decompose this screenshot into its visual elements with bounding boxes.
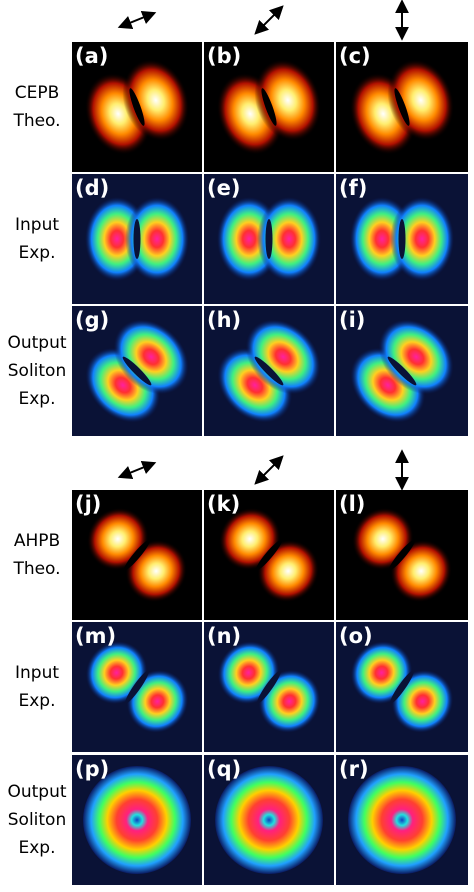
beam-lobe — [390, 197, 454, 281]
row-label: Soliton — [8, 361, 66, 381]
panel-letter: (o) — [339, 624, 373, 648]
beam-node — [261, 88, 277, 126]
beam-lobe — [113, 319, 189, 395]
beam-donut — [83, 766, 191, 874]
beam-panel: (a) — [72, 42, 202, 172]
beam-lobe — [258, 669, 321, 733]
beam-lobe — [125, 197, 189, 281]
panel-letter: (i) — [339, 308, 365, 332]
panel-letter: (k) — [207, 492, 240, 516]
panel-letter: (q) — [207, 757, 241, 781]
beam-panel: (q) — [204, 755, 334, 885]
row-label: Exp. — [19, 838, 56, 858]
beam-donut — [215, 766, 323, 874]
beam-panel: (e) — [204, 174, 334, 304]
beam-lobe — [378, 319, 454, 395]
beam-panel: (n) — [204, 622, 334, 752]
panel-letter: (e) — [207, 176, 240, 200]
beam-node — [394, 88, 410, 126]
row-label: Input — [15, 215, 59, 235]
beam-node — [388, 539, 416, 571]
panel-letter: (f) — [339, 176, 367, 200]
beam-lobe — [126, 669, 189, 733]
row-label: Output — [7, 333, 66, 353]
polarization-arrow — [117, 460, 157, 480]
beam-node — [265, 219, 273, 259]
panel-letter: (p) — [75, 757, 109, 781]
beam-lobe — [254, 59, 322, 142]
beam-lobe — [257, 197, 321, 281]
row-label: Exp. — [19, 389, 56, 409]
beam-panel: (i) — [336, 306, 468, 436]
beam-panel: (l) — [336, 490, 468, 620]
beam-panel: (f) — [336, 174, 468, 304]
beam-node — [390, 670, 414, 704]
row-label: Exp. — [19, 243, 56, 263]
beam-node — [123, 539, 151, 571]
beam-panel: (r) — [336, 755, 468, 885]
panel-letter: (l) — [339, 492, 365, 516]
panel-letter: (h) — [207, 308, 241, 332]
beam-panel: (m) — [72, 622, 202, 752]
panel-letter: (n) — [207, 624, 241, 648]
beam-panel: (k) — [204, 490, 334, 620]
beam-panel: (c) — [336, 42, 468, 172]
beam-panel: (d) — [72, 174, 202, 304]
beam-panel: (h) — [204, 306, 334, 436]
beam-node — [255, 539, 283, 571]
panel-letter: (a) — [75, 44, 108, 68]
beam-node — [257, 670, 281, 704]
panel-letter: (r) — [339, 757, 369, 781]
row-label: Theo. — [12, 111, 60, 131]
panel-letter: (b) — [207, 44, 241, 68]
beam-node — [387, 356, 417, 386]
beam-node — [398, 219, 406, 259]
beam-panel: (p) — [72, 755, 202, 885]
beam-lobe — [387, 59, 455, 142]
polarization-arrow — [117, 10, 157, 30]
row-label: Theo. — [12, 559, 60, 579]
beam-lobe — [391, 669, 454, 733]
beam-panel: (j) — [72, 490, 202, 620]
row-label: AHPB — [14, 531, 60, 551]
row-label: Input — [15, 663, 59, 683]
row-label: CEPB — [15, 83, 60, 103]
polarization-arrow — [254, 5, 284, 35]
beam-node — [122, 356, 152, 386]
beam-donut — [348, 766, 456, 874]
polarization-arrow — [254, 455, 284, 485]
panel-letter: (g) — [75, 308, 109, 332]
beam-node — [125, 670, 149, 704]
beam-lobe — [122, 59, 190, 142]
beam-panel: (o) — [336, 622, 468, 752]
beam-lobe — [245, 319, 321, 395]
beam-node — [129, 88, 145, 126]
row-label: Soliton — [8, 810, 66, 830]
row-label: Exp. — [19, 691, 56, 711]
beam-node — [133, 219, 141, 259]
beam-panel: (g) — [72, 306, 202, 436]
panel-letter: (j) — [75, 492, 101, 516]
beam-node — [254, 356, 284, 386]
beam-panel: (b) — [204, 42, 334, 172]
panel-letter: (c) — [339, 44, 371, 68]
row-label: Output — [7, 782, 66, 802]
panel-letter: (d) — [75, 176, 109, 200]
panel-letter: (m) — [75, 624, 116, 648]
